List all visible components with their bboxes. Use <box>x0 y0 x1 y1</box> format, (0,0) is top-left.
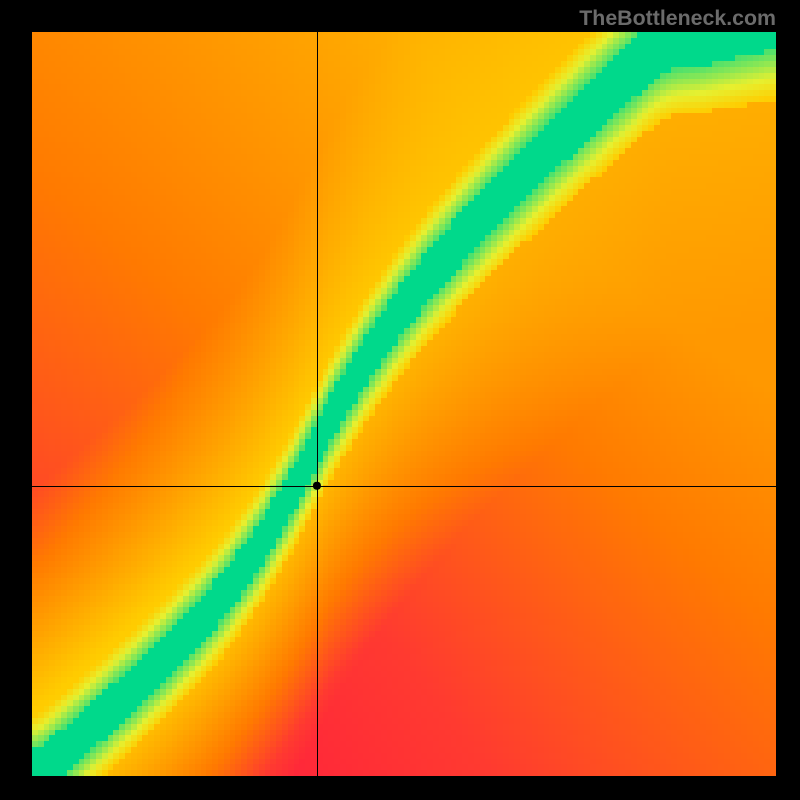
watermark-text: TheBottleneck.com <box>579 6 776 31</box>
heatmap-canvas <box>0 0 800 800</box>
bottleneck-heatmap: TheBottleneck.com <box>0 0 800 800</box>
